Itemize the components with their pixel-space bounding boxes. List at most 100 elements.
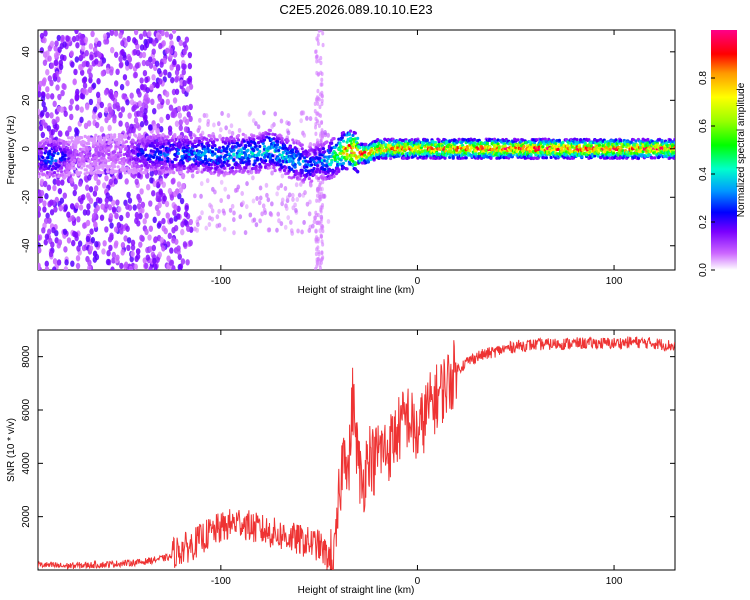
spectrogram-speckle (72, 78, 77, 85)
spectrogram-speckle (317, 191, 321, 196)
spectrogram-speckle (135, 122, 140, 129)
spectrogram-speckle (255, 196, 259, 202)
spectrogram-signal-cell (232, 158, 236, 162)
spectrogram-speckle (108, 178, 114, 186)
spectrogram-signal-cell (195, 136, 199, 141)
spectrogram-signal-cell (233, 139, 237, 143)
spectrogram-speckle (59, 54, 65, 61)
spectrogram-signal-cell (134, 141, 138, 145)
spectrogram-signal-cell (139, 136, 143, 140)
spectrogram-speckle (113, 226, 119, 233)
spectrogram-signal-cell (82, 164, 86, 168)
spectrogram-speckle (171, 237, 176, 244)
spectrogram-speckle (106, 249, 111, 257)
spectrogram-speckle (279, 221, 284, 227)
spectrogram-speckle (73, 68, 78, 76)
spectrogram-speckle (323, 130, 327, 136)
spectrogram-speckle (120, 39, 125, 47)
spectrogram-signal-cell (140, 167, 144, 171)
spectrogram-speckle (87, 264, 92, 270)
spectrogram-speckle (42, 105, 48, 113)
spectrogram-speckle (315, 111, 319, 116)
spectrogram-signal-cell (44, 166, 48, 171)
spectrogram-speckle (314, 251, 318, 257)
spectrogram-signal-cell (503, 144, 507, 148)
spectrogram-signal-cell (251, 152, 255, 156)
spectrogram-signal-cell (44, 162, 48, 166)
spectrogram-speckle (243, 230, 248, 236)
spectrogram-speckle (315, 70, 319, 76)
spectrogram-speckle (43, 30, 48, 37)
spectrogram-speckle (317, 112, 321, 118)
spectrogram-speckle (174, 88, 180, 95)
spectrogram-signal-cell (113, 134, 117, 139)
spectrogram-speckle (102, 33, 108, 40)
spectrogram-signal-cell (111, 156, 116, 160)
spectrogram-signal-cell (118, 148, 123, 152)
spectrogram-signal-cell (332, 174, 336, 179)
spectrogram-speckle (87, 174, 92, 181)
spectrogram-speckle (204, 113, 209, 119)
spectrogram-speckle (118, 111, 123, 119)
spectrogram-speckle (232, 217, 236, 223)
spectrogram-speckle (90, 30, 95, 38)
spectrogram-speckle (74, 56, 80, 63)
spectrogram-signal-cell (286, 139, 290, 143)
spectrogram-signal-cell (464, 156, 468, 160)
spectrogram-speckle (315, 95, 319, 100)
spectrogram-speckle (319, 55, 323, 61)
spectrogram-speckle (157, 34, 162, 41)
spectrogram-speckle (147, 124, 153, 131)
spectrogram-signal-cell (64, 174, 68, 178)
spectrogram-speckle (151, 74, 156, 81)
spectrogram-signal-cell (48, 164, 52, 168)
spectrogram-signal-cell (153, 146, 157, 150)
spectrogram-speckle (88, 43, 94, 50)
spectrogram-speckle (251, 198, 256, 204)
spectrogram-speckle (143, 38, 148, 46)
spectrogram-speckle (98, 197, 103, 204)
spectrogram-signal-cell (88, 152, 92, 156)
spectrogram-speckle (169, 40, 174, 47)
spectrogram-signal-cell (72, 158, 77, 163)
spectrogram-signal-cell (68, 151, 72, 155)
spectrogram-speckle (277, 218, 281, 224)
spectrogram-speckle (149, 177, 154, 184)
spectrogram-speckle (266, 197, 271, 203)
spectrogram-speckle (108, 213, 114, 220)
spectrogram-speckle (66, 211, 71, 218)
spectrogram-signal-cell (220, 170, 224, 174)
spectrogram-speckle (291, 205, 296, 211)
spectrogram-speckle (107, 124, 112, 132)
spectrogram-signal-cell (310, 179, 314, 183)
spectrogram-speckle (134, 255, 139, 263)
spectrogram-speckle (280, 173, 285, 179)
spectrogram-speckle (264, 182, 269, 188)
spectrogram-signal-cell (308, 182, 313, 187)
spectrogram-speckle (320, 119, 324, 125)
spectrogram-signal-cell (65, 168, 70, 172)
spectrogram-signal-cell (140, 171, 144, 175)
spectrogram-speckle (140, 201, 146, 209)
spectrogram-speckle (210, 208, 215, 214)
spectrogram-signal-cell (339, 151, 343, 155)
spectrogram-signal-cell (54, 166, 58, 171)
spectrogram-signal-cell (109, 144, 113, 148)
spectrogram-speckle (75, 42, 80, 49)
spectrogram-speckle (161, 245, 166, 252)
spectrogram-signal-cell (267, 136, 271, 140)
spectrogram-speckle (279, 183, 284, 189)
spectrogram-signal-cell (293, 165, 297, 169)
spectrogram-signal-cell (451, 155, 455, 159)
spectrogram-speckle (129, 92, 134, 99)
spectrogram-speckle (150, 98, 155, 106)
spectrogram-signal-cell (116, 157, 120, 161)
spectrogram-speckle (125, 211, 130, 219)
spectrogram-signal-cell (139, 159, 143, 163)
spectrogram-speckle (85, 192, 91, 199)
spectrogram-speckle (185, 86, 191, 93)
spectrogram-signal-cell (198, 149, 202, 154)
spectrogram-speckle (111, 206, 117, 213)
spectrogram-signal-cell (98, 138, 103, 142)
spectrogram-speckle (144, 228, 149, 236)
